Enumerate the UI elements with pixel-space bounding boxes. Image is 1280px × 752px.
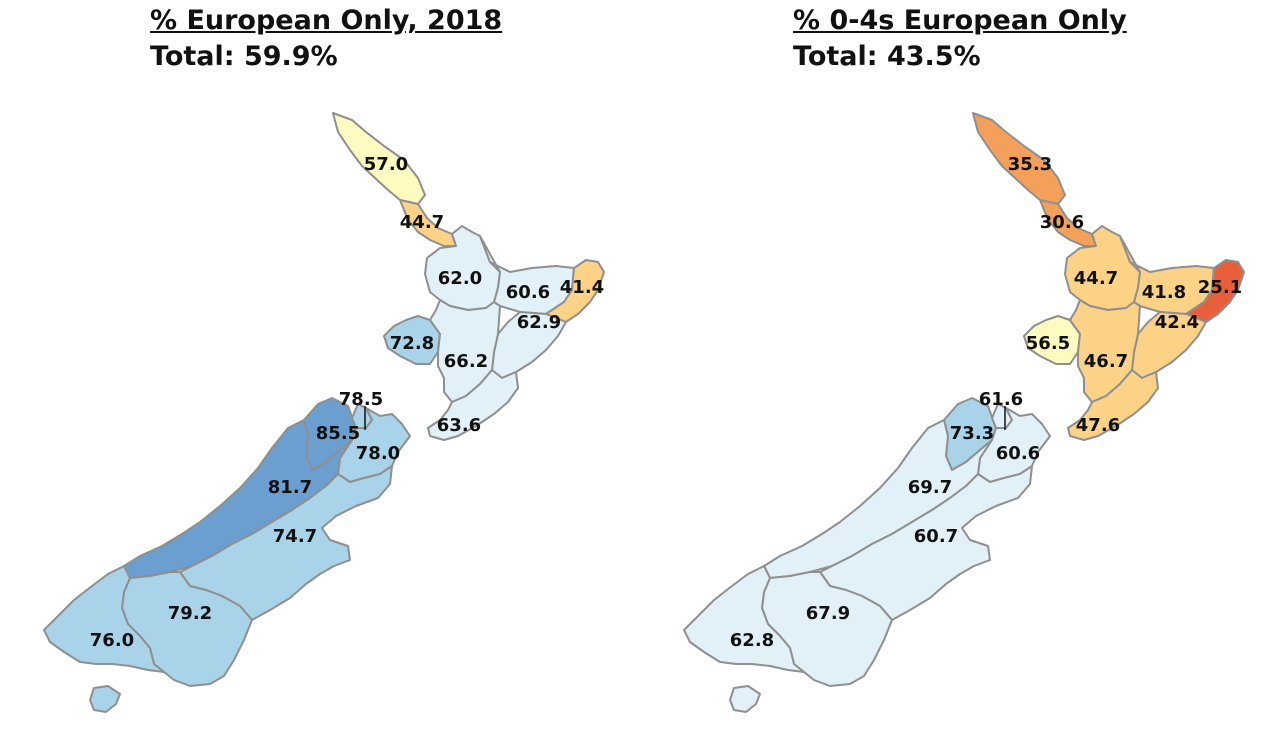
value-label-northland: 57.0 (364, 154, 408, 175)
value-label-southland: 62.8 (730, 630, 774, 651)
value-label-auckland: 44.7 (400, 212, 444, 233)
value-label-nelson: 78.5 (339, 389, 383, 410)
value-label-manawatu: 46.7 (1084, 351, 1128, 372)
value-label-waikato: 44.7 (1074, 268, 1118, 289)
region-stewart-island (89, 685, 121, 713)
value-label-gisborne: 41.4 (560, 277, 604, 298)
nz-choropleth-map: 35.3 30.6 44.7 41.8 25.1 42.4 56.5 46.7 … (683, 112, 1245, 713)
map-subtitle: Total: 43.5% (793, 41, 981, 72)
value-label-marlborough: 78.0 (356, 443, 400, 464)
value-label-canterbury: 74.7 (273, 526, 317, 547)
value-label-waikato: 62.0 (438, 268, 482, 289)
nz-choropleth-map: 57.0 44.7 62.0 60.6 41.4 62.9 72.8 66.2 … (43, 112, 605, 713)
value-label-auckland: 30.6 (1040, 212, 1084, 233)
map-title: % European Only, 2018 (150, 5, 503, 36)
value-label-west-coast: 81.7 (268, 477, 312, 498)
value-label-manawatu: 66.2 (444, 351, 488, 372)
value-label-northland: 35.3 (1008, 154, 1052, 175)
map-title: % 0-4s European Only (793, 5, 1127, 36)
value-label-taranaki: 72.8 (390, 333, 434, 354)
value-label-hawkes-bay: 42.4 (1155, 312, 1199, 333)
value-label-southland: 76.0 (90, 630, 134, 651)
map-panel-european-only-2018: % European Only, 2018 Total: 59.9% 57.0 … (43, 5, 605, 713)
value-label-hawkes-bay: 62.9 (517, 312, 561, 333)
value-label-otago: 79.2 (168, 603, 212, 624)
value-label-wellington: 47.6 (1076, 415, 1120, 436)
value-label-nelson: 61.6 (979, 389, 1023, 410)
value-label-tasman: 73.3 (950, 423, 994, 444)
value-label-wellington: 63.6 (437, 415, 481, 436)
value-label-gisborne: 25.1 (1198, 277, 1242, 298)
value-label-otago: 67.9 (806, 603, 850, 624)
map-subtitle: Total: 59.9% (150, 41, 338, 72)
value-label-canterbury: 60.7 (914, 526, 958, 547)
map-panel-0-4s-european-only: % 0-4s European Only Total: 43.5% 35.3 3… (640, 0, 1280, 752)
value-label-bay-of-plenty: 41.8 (1142, 282, 1186, 303)
value-label-marlborough: 60.6 (996, 443, 1040, 464)
region-stewart-island (729, 685, 761, 713)
value-label-tasman: 85.5 (316, 423, 360, 444)
value-label-bay-of-plenty: 60.6 (506, 282, 550, 303)
value-label-west-coast: 69.7 (908, 477, 952, 498)
value-label-taranaki: 56.5 (1026, 333, 1070, 354)
